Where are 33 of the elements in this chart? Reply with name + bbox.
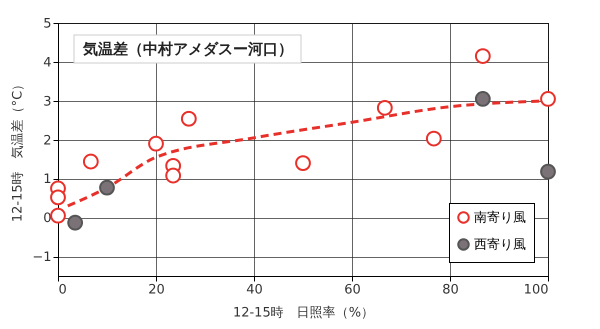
x-axis-title: 12-15時 日照率（%）: [232, 304, 374, 320]
text: 気温差（中村アメダスー河口）: [82, 40, 293, 58]
point: [180, 110, 197, 127]
point: [426, 130, 442, 146]
y-tick-label: 3: [43, 94, 52, 110]
point: [474, 91, 491, 107]
point: [376, 100, 393, 116]
x-tick-label: 20: [148, 282, 165, 298]
x-tick-label: 40: [246, 282, 263, 298]
point: [474, 48, 491, 64]
y-tick-label: 4: [43, 55, 52, 70]
point: [295, 155, 311, 171]
y-tick-label: 2: [43, 133, 52, 148]
x-tick-label: 80: [442, 282, 459, 298]
y-tick-label: 0: [43, 211, 52, 226]
legend-label: 南寄り風: [474, 210, 526, 226]
point: [82, 154, 99, 170]
point: [165, 168, 182, 184]
y-tick-label: 1: [43, 172, 52, 188]
point: [99, 180, 115, 196]
point: [67, 214, 84, 231]
point: [50, 189, 66, 206]
point: [540, 91, 556, 107]
y-tick-label: 5: [43, 16, 52, 32]
point: [50, 208, 66, 224]
point: [148, 136, 164, 152]
y-axis-title: 12-15時 気温差（°C）: [10, 78, 26, 222]
point: [540, 164, 556, 180]
y-tick-label: −1: [32, 250, 52, 266]
x-tick-label: 100: [524, 282, 548, 298]
legend-label: 西寄り風: [474, 236, 526, 252]
x-tick-label: 60: [344, 282, 361, 298]
x-tick-label: 0: [58, 282, 67, 298]
